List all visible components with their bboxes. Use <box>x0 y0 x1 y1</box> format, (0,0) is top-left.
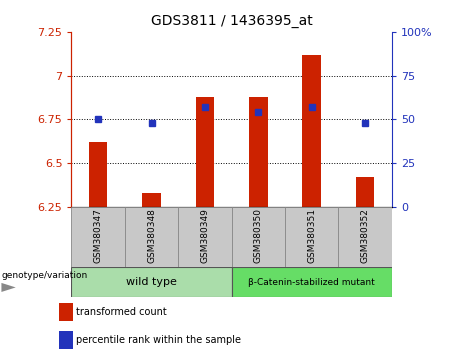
Bar <box>59 331 72 349</box>
Text: β-Catenin-stabilized mutant: β-Catenin-stabilized mutant <box>248 278 375 287</box>
Text: wild type: wild type <box>126 277 177 287</box>
Title: GDS3811 / 1436395_at: GDS3811 / 1436395_at <box>151 14 313 28</box>
Text: GSM380350: GSM380350 <box>254 209 263 263</box>
Bar <box>195 97 214 207</box>
Bar <box>59 303 72 321</box>
Bar <box>356 177 374 207</box>
Text: transformed count: transformed count <box>76 307 166 317</box>
Bar <box>89 142 107 207</box>
Text: GSM380349: GSM380349 <box>201 209 209 263</box>
Bar <box>178 207 231 267</box>
Bar <box>302 55 321 207</box>
Bar <box>338 207 392 267</box>
Bar <box>71 267 231 297</box>
Text: percentile rank within the sample: percentile rank within the sample <box>76 335 241 346</box>
Bar <box>231 267 392 297</box>
Text: GSM380348: GSM380348 <box>147 209 156 263</box>
Bar <box>249 97 268 207</box>
Polygon shape <box>1 283 16 292</box>
Bar <box>231 207 285 267</box>
Text: GSM380347: GSM380347 <box>94 209 103 263</box>
Text: GSM380352: GSM380352 <box>361 209 370 263</box>
Text: GSM380351: GSM380351 <box>307 209 316 263</box>
Text: genotype/variation: genotype/variation <box>1 271 88 280</box>
Bar <box>125 207 178 267</box>
Bar <box>142 193 161 207</box>
Bar <box>71 207 125 267</box>
Bar <box>285 207 338 267</box>
